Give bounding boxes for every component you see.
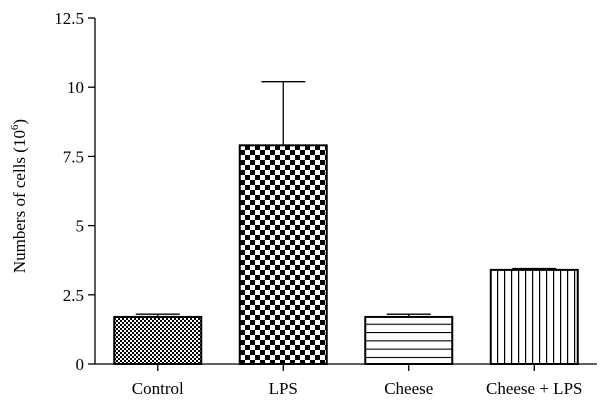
- y-tick-label: 0: [76, 355, 85, 374]
- x-tick-label: Cheese: [384, 379, 433, 398]
- error-bars: [135, 81, 557, 317]
- y-axis-title-close: ): [10, 119, 29, 125]
- x-tick-label: LPS: [269, 379, 298, 398]
- y-axis-title: Numbers of cells (106): [9, 119, 29, 273]
- y-axis-title-text: Numbers of cells (10: [10, 130, 29, 273]
- x-axis: Control LPS Cheese Cheese + LPS: [95, 363, 597, 398]
- y-tick-label: 5: [76, 217, 85, 236]
- y-axis: 0 2.5 5 7.5 10 12.5: [54, 9, 96, 374]
- x-tick-label: Control: [132, 379, 184, 398]
- y-axis-title-superscript: 6: [9, 124, 21, 130]
- bar-lps: [238, 144, 328, 365]
- bar-cheese-lps: [489, 268, 579, 365]
- y-tick-label: 2.5: [63, 286, 84, 305]
- bar-control: [113, 315, 203, 365]
- y-tick-label: 7.5: [63, 147, 84, 166]
- y-tick-label: 12.5: [54, 9, 84, 28]
- x-tick-label: Cheese + LPS: [486, 379, 582, 398]
- bar-cheese: [364, 315, 454, 365]
- y-tick-label: 10: [67, 78, 84, 97]
- bars: [113, 144, 579, 365]
